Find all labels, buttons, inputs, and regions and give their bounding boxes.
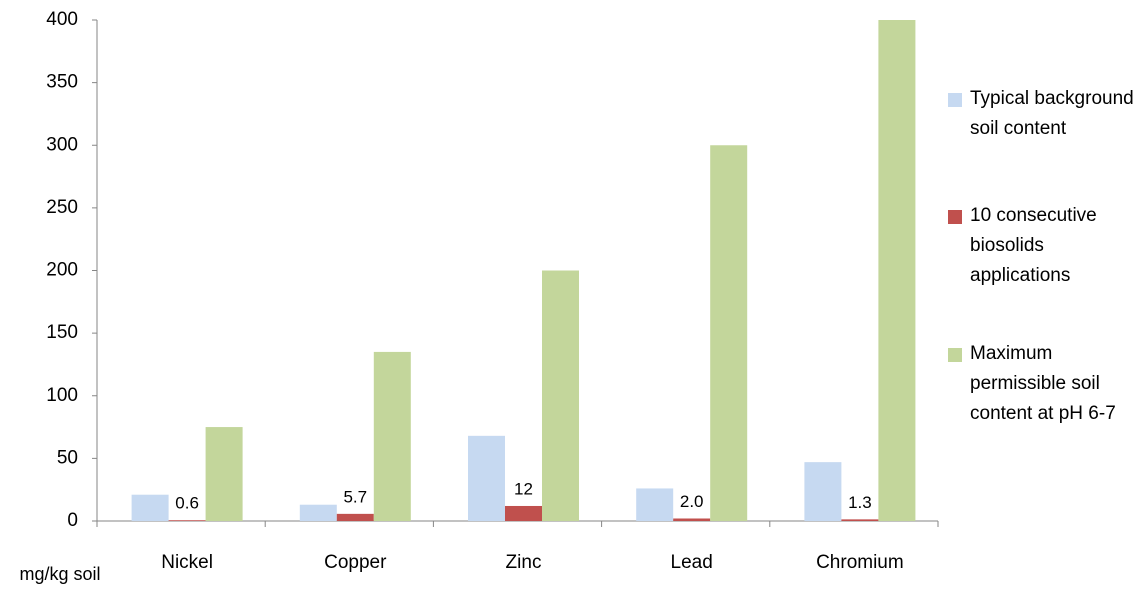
y-tick-label: 50 [57, 447, 78, 468]
x-tick-label: Nickel [161, 552, 213, 573]
legend-swatch [948, 348, 962, 362]
y-axis-label: mg/kg soil [19, 564, 100, 584]
data-label: 1.3 [848, 493, 872, 512]
x-tick-label: Zinc [506, 552, 542, 573]
bar [505, 505, 542, 521]
legend-label: Maximum permissible soil content at pH 6… [970, 343, 1116, 424]
legend-swatch [948, 210, 962, 224]
bar [168, 520, 206, 521]
bar [673, 518, 711, 521]
y-tick-label: 400 [46, 9, 78, 30]
y-tick-label: 100 [46, 385, 78, 406]
bar [468, 435, 505, 521]
x-tick-label: Chromium [816, 552, 904, 573]
bar [804, 462, 842, 521]
bar [636, 488, 674, 521]
legend-swatch [948, 93, 962, 107]
x-tick-label: Copper [324, 552, 387, 573]
legend-label: 10 consecutive biosolids applications [970, 205, 1097, 286]
y-tick-label: 350 [46, 72, 78, 93]
data-label: 0.6 [175, 494, 199, 513]
y-tick-label: 250 [46, 197, 78, 218]
bar [841, 519, 879, 521]
bar [542, 270, 579, 521]
data-label: 5.7 [343, 487, 367, 506]
bar [710, 145, 748, 521]
bar [131, 494, 169, 521]
x-tick-label: Lead [671, 552, 713, 573]
bar [299, 504, 337, 521]
y-tick-label: 150 [46, 322, 78, 343]
legend-label: Typical background soil content [970, 88, 1134, 139]
y-tick-label: 0 [67, 510, 78, 531]
data-label: 12 [514, 479, 533, 498]
y-tick-label: 300 [46, 134, 78, 155]
data-label: 2.0 [680, 492, 704, 511]
y-tick-label: 200 [46, 260, 78, 281]
bar [878, 20, 916, 521]
bar [336, 513, 374, 521]
bar [373, 351, 411, 521]
bar [205, 427, 243, 521]
